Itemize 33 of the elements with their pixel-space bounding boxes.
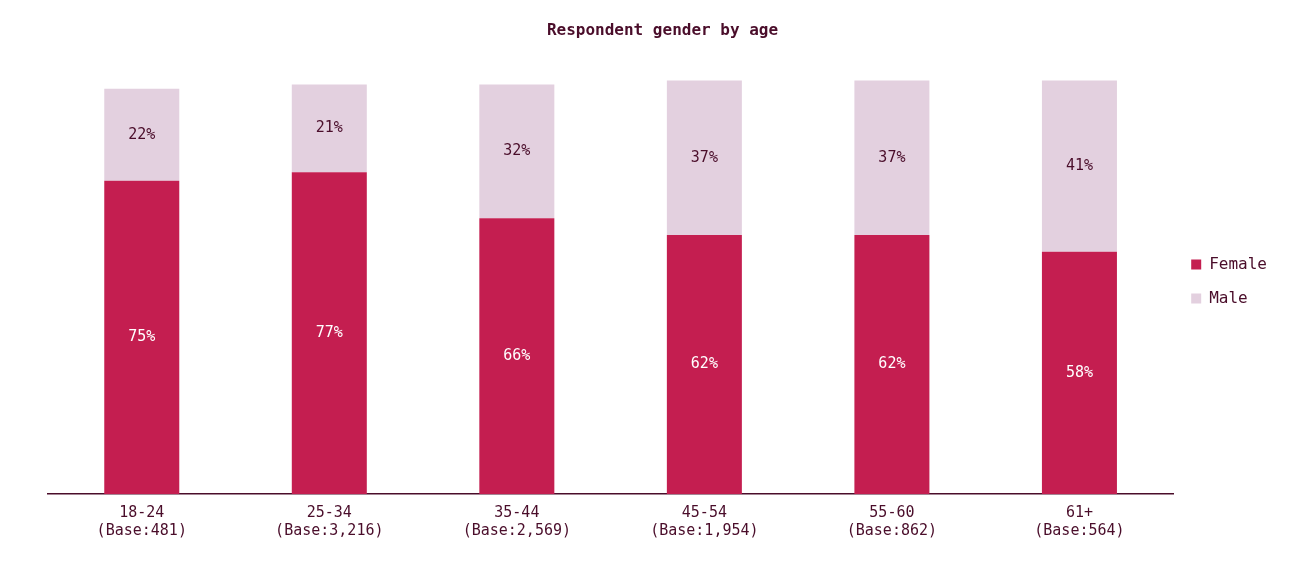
data-label: 66% [503, 346, 531, 365]
bar [479, 84, 555, 219]
data-label: 37% [878, 147, 906, 166]
legend-label: Male [1209, 287, 1248, 307]
data-label: 77% [315, 323, 343, 342]
bar [291, 172, 367, 494]
bar [854, 234, 930, 494]
x-tick-label: 55-60 (Base:862) [846, 502, 938, 539]
bar [1041, 80, 1117, 252]
chart-title: Respondent gender by age [546, 19, 779, 39]
bar [291, 84, 367, 173]
bar [666, 80, 742, 235]
bar [479, 218, 555, 494]
data-label: 58% [1065, 362, 1093, 381]
bar [104, 180, 180, 494]
bar [104, 88, 180, 181]
data-label: 22% [128, 124, 156, 143]
x-tick-label: 25-34 (Base:3,216) [275, 502, 384, 539]
data-label: 21% [315, 118, 343, 137]
x-tick-label: 35-44 (Base:2,569) [462, 502, 572, 539]
data-label: 41% [1065, 155, 1093, 174]
data-label: 37% [690, 147, 718, 166]
legend-label: Female [1209, 253, 1267, 273]
data-label: 62% [878, 354, 906, 373]
bar [666, 234, 742, 494]
bar [854, 80, 930, 235]
x-tick-label: 45-54 (Base:1,954) [650, 502, 759, 539]
data-label: 62% [690, 354, 718, 373]
bar [1041, 251, 1117, 494]
data-label: 75% [128, 327, 156, 346]
data-label: 32% [503, 141, 531, 160]
x-tick-label: 61+ (Base:564) [1034, 502, 1125, 539]
x-tick-label: 18-24 (Base:481) [96, 502, 187, 539]
